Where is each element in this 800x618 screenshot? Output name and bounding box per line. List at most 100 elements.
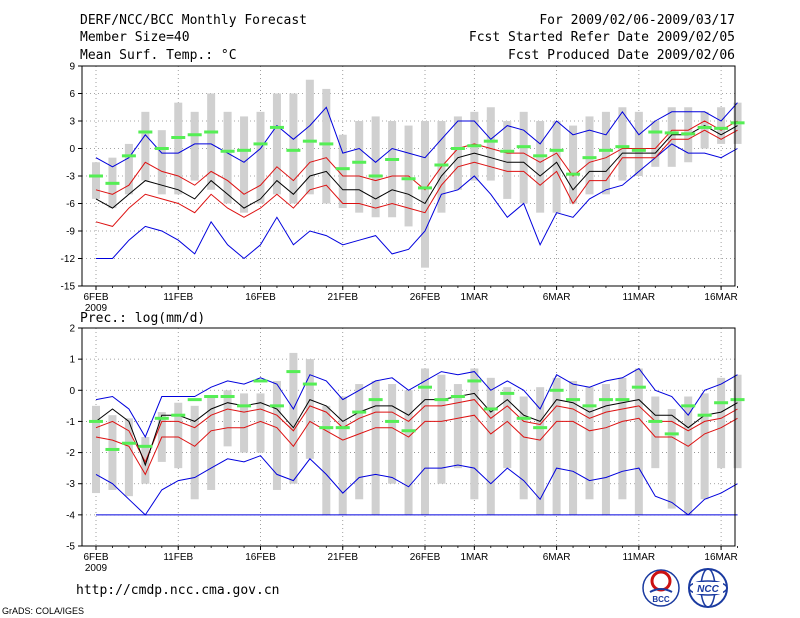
- member-size-label: Member Size=40: [80, 30, 190, 45]
- spread-bar: [552, 377, 561, 515]
- median-marker: [631, 385, 646, 389]
- spread-bar: [272, 380, 281, 490]
- x-tick-label: 16FEB: [245, 292, 276, 303]
- y-tick-label: 1: [69, 355, 75, 366]
- outer-lower-line: [95, 455, 738, 516]
- spread-bar: [519, 396, 528, 500]
- median-marker: [549, 388, 564, 392]
- spread-bar: [240, 116, 249, 213]
- spread-bar: [256, 111, 265, 204]
- bcc-logo-icon: BCC: [642, 569, 680, 607]
- median-marker: [516, 145, 531, 149]
- median-marker: [434, 163, 449, 167]
- median-marker: [352, 410, 367, 414]
- median-marker: [269, 125, 284, 129]
- inner-upper-line: [95, 120, 738, 195]
- median-marker: [302, 139, 317, 143]
- spread-bar: [207, 93, 216, 190]
- inner-upper-line: [95, 399, 738, 464]
- median-marker: [418, 186, 432, 190]
- spread-bar: [305, 359, 314, 459]
- spread-bar: [634, 368, 643, 515]
- spread-bar: [717, 107, 726, 144]
- median-marker: [648, 130, 663, 134]
- x-tick-label: 16FEB: [245, 552, 276, 563]
- spread-bar: [651, 121, 660, 167]
- inner-lower-line: [95, 129, 738, 227]
- x-tick-label: 16MAR: [704, 292, 737, 303]
- spread-bar: [601, 384, 610, 515]
- bcc-logo-text: BCC: [652, 595, 670, 604]
- median-marker: [385, 419, 400, 423]
- y-tick-label: 3: [69, 117, 75, 128]
- y-tick-label: -5: [66, 542, 75, 553]
- median-marker: [500, 149, 515, 153]
- x-tick-label: 11MAR: [623, 552, 656, 563]
- figure-title: DERF/NCC/BCC Monthly Forecast: [80, 13, 307, 28]
- median-marker: [237, 404, 252, 408]
- y-tick-label: -9: [66, 227, 75, 238]
- x-tick-label: 21FEB: [327, 292, 358, 303]
- spread-bar: [338, 396, 347, 515]
- median-marker: [89, 174, 103, 178]
- median-marker: [401, 429, 416, 433]
- median-marker: [154, 147, 169, 150]
- median-marker: [483, 407, 498, 411]
- median-marker: [187, 398, 202, 402]
- median-marker: [714, 401, 729, 405]
- spread-bar: [667, 107, 676, 167]
- spread-bar: [190, 405, 199, 500]
- spread-bar: [421, 368, 429, 515]
- median-marker: [566, 398, 581, 402]
- spread-bar: [684, 396, 693, 515]
- median-marker: [269, 404, 284, 408]
- spread-bar: [92, 405, 100, 494]
- x-tick-label: 26FEB: [410, 552, 441, 563]
- median-marker: [631, 148, 646, 152]
- spread-bar: [174, 102, 183, 195]
- y-tick-label: -4: [66, 510, 75, 521]
- x-tick-year-label: 2009: [85, 303, 108, 314]
- spread-bar: [404, 390, 413, 515]
- median-marker: [220, 149, 235, 153]
- median-marker: [615, 398, 630, 402]
- x-tick-label: 11FEB: [163, 292, 193, 303]
- median-marker: [121, 441, 136, 445]
- ncc-logo-icon: NCC: [688, 568, 728, 608]
- spread-bar: [437, 374, 446, 484]
- y-tick-label: 9: [69, 62, 75, 73]
- spread-bar: [470, 368, 479, 500]
- spread-bar: [174, 402, 183, 469]
- spread-bar: [371, 116, 380, 218]
- spread-bar: [157, 130, 166, 195]
- outer-upper-line: [95, 367, 738, 439]
- footer-url[interactable]: http://cmdp.ncc.cma.gov.cn: [76, 583, 280, 598]
- spread-bar: [240, 393, 249, 453]
- y-tick-label: 0: [69, 144, 75, 155]
- median-marker: [730, 121, 745, 125]
- spread-bar: [585, 387, 594, 500]
- median-marker: [648, 419, 663, 423]
- spread-bar: [338, 134, 347, 209]
- inner-lower-line: [95, 414, 738, 476]
- median-marker: [237, 148, 252, 152]
- spread-bar: [585, 116, 594, 195]
- median-marker: [171, 136, 186, 139]
- x-tick-label: 11MAR: [623, 292, 656, 303]
- spread-bar: [388, 384, 397, 484]
- median-marker: [533, 154, 548, 158]
- median-marker: [401, 177, 416, 181]
- forecast-started-label: Fcst Started Refer Date 2009/02/05: [469, 30, 735, 45]
- median-marker: [89, 419, 103, 423]
- median-marker: [154, 416, 169, 420]
- spread-bar: [124, 143, 133, 195]
- spread-bar: [569, 125, 578, 204]
- x-tick-label: 6MAR: [543, 552, 571, 563]
- spread-bar: [256, 393, 265, 453]
- median-marker: [533, 426, 548, 430]
- y-tick-label: -3: [66, 172, 75, 183]
- median-marker: [664, 432, 679, 436]
- spread-bar: [453, 384, 462, 469]
- median-marker: [500, 391, 515, 395]
